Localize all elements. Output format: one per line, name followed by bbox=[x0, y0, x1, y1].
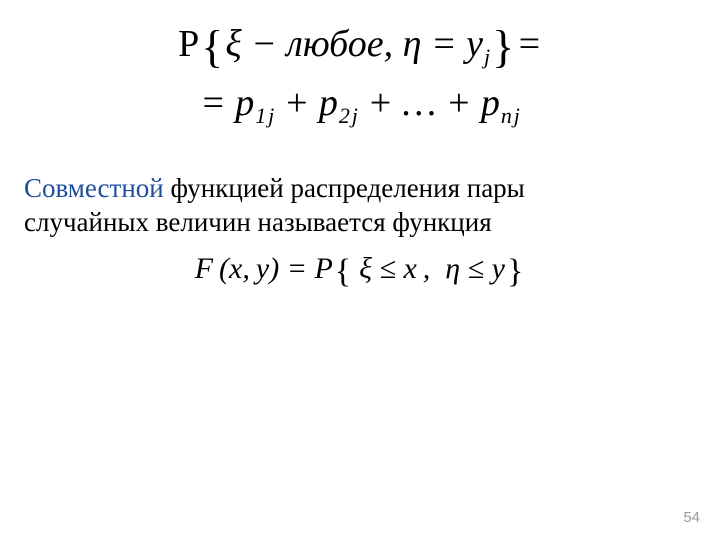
definition-paragraph: Совместной функцией распределения пары с… bbox=[24, 172, 660, 240]
definition-line2: случайных величин называется функция bbox=[24, 207, 492, 237]
definition-line1-rest: функцией распределения пары bbox=[164, 173, 525, 203]
page-number: 54 bbox=[683, 509, 700, 526]
formula-mid: F (x, y) = P{ ξ ≤ x , η ≤ y} bbox=[0, 252, 720, 291]
formula-top: P{ξ − любое, η = yj}= = p1 j + p2 j + … … bbox=[0, 18, 720, 129]
definition-keyword: Совместной bbox=[24, 173, 164, 203]
formula-top-line1: P{ξ − любое, η = yj}= bbox=[178, 23, 542, 65]
slide: P{ξ − любое, η = yj}= = p1 j + p2 j + … … bbox=[0, 0, 720, 540]
formula-top-line2: = p1 j + p2 j + … + pn j bbox=[0, 80, 720, 130]
